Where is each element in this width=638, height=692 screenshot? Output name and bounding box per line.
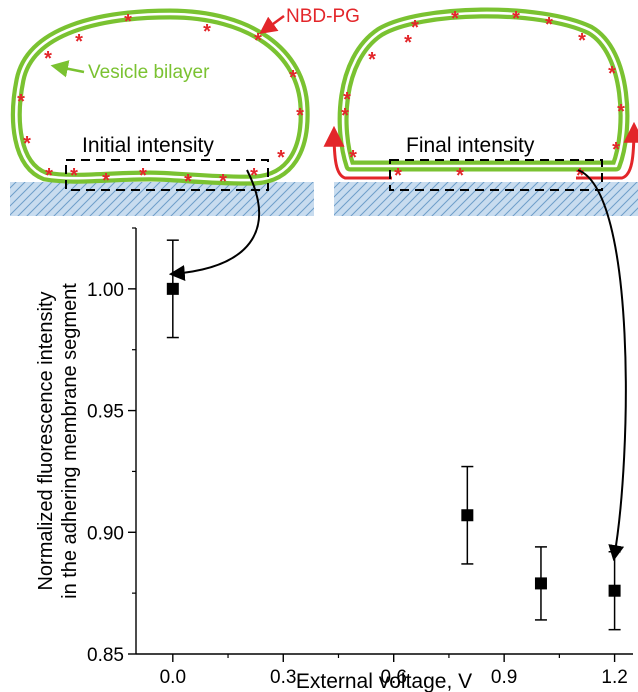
dye-asterisk-icon: * (343, 89, 351, 111)
substrate-right (334, 182, 638, 216)
dye-asterisk-icon: * (184, 171, 192, 193)
dye-asterisk-icon: * (349, 147, 357, 169)
dye-asterisk-icon: * (341, 105, 349, 127)
y-tick-label: 0.85 (87, 645, 124, 666)
data-points (166, 282, 621, 597)
dye-asterisk-icon: * (139, 165, 147, 187)
dye-label: NBD-PG (286, 6, 360, 27)
dye-markers-left: * * * * * * * * * * * * * * * * * (17, 11, 304, 193)
x-tick-label: 0.9 (491, 667, 517, 688)
bilayer-label: Vesicle bilayer (88, 62, 210, 83)
dye-asterisk-icon: * (254, 30, 262, 52)
dye-asterisk-icon: * (404, 32, 412, 54)
error-bars (166, 239, 621, 631)
dye-redistribution-arrow-left (323, 125, 392, 180)
x-tick-label: 0.0 (160, 667, 186, 688)
schematic-final: * * ************** Final intensity (323, 7, 638, 216)
dye-asterisk-icon: * (23, 133, 31, 155)
x-tick-label: 0.6 (380, 667, 406, 688)
final-arrow-icon (577, 169, 627, 562)
x-tick-label: 0.3 (270, 667, 296, 688)
dye-asterisk-icon: * (203, 21, 211, 43)
dye-asterisk-icon: * (17, 91, 25, 113)
chart: 0.85 0.90 0.95 1.00 0.0 0.3 0.6 0.9 1.2 Externa… (35, 169, 633, 692)
dye-asterisk-icon: * (289, 67, 297, 89)
dye-asterisk-icon: * (411, 17, 419, 39)
data-point (534, 577, 547, 590)
dye-asterisk-icon: * (612, 139, 620, 161)
dye-asterisk-icon: * (75, 31, 83, 53)
y-tick-label: 0.95 (87, 402, 124, 423)
dye-asterisk-icon: * (277, 147, 285, 169)
final-intensity-label: Final intensity (406, 134, 535, 157)
dye-asterisk-icon: * (70, 165, 78, 187)
dye-markers-right: * * ************** (341, 8, 625, 187)
x-ticks: 0.0 0.3 0.6 0.9 1.2 (160, 654, 628, 688)
dye-asterisk-icon: * (578, 30, 586, 52)
dye-redistribution-arrow-right (576, 121, 638, 180)
y-axis-label-line2: in the adhering membrane segment (59, 283, 81, 599)
dye-asterisk-icon: * (394, 165, 402, 187)
data-point (608, 584, 621, 597)
final-segment-box (389, 159, 603, 191)
data-point (166, 282, 179, 295)
data-point (461, 509, 474, 522)
dye-asterisk-icon: * (456, 165, 464, 187)
dye-asterisk-icon: * (102, 170, 110, 192)
dye-asterisk-icon: * (296, 105, 304, 127)
schematic-initial: * * *************** Initial intensity NBD-… (10, 6, 360, 216)
dye-asterisk-icon: * (44, 48, 52, 70)
dye-asterisk-icon: * (545, 14, 553, 36)
y-tick-label: 0.90 (87, 523, 124, 544)
dye-asterisk-icon: * (576, 165, 584, 187)
dye-asterisk-icon: * (608, 63, 616, 85)
dye-asterisk-icon: * (451, 8, 459, 30)
x-axis-label: External voltage, V (296, 670, 472, 692)
dye-asterisk-icon: * (45, 165, 53, 187)
y-axis-label-line1: Normalized fluorescence intensity (35, 291, 57, 590)
initial-intensity-label: Initial intensity (82, 134, 214, 157)
dye-asterisk-icon: * (250, 165, 258, 187)
dye-asterisk-icon: * (512, 8, 520, 30)
dye-asterisk-icon: * (368, 49, 376, 71)
dye-asterisk-icon: * (219, 171, 227, 193)
initial-arrow-icon (168, 169, 260, 281)
dye-asterisk-icon: * (124, 11, 132, 33)
bilayer-arrow-icon (50, 60, 85, 78)
y-ticks: 0.85 0.90 0.95 1.00 (87, 227, 136, 666)
x-tick-label: 1.2 (601, 667, 627, 688)
substrate-left (10, 182, 314, 216)
dye-arrow-icon (259, 14, 285, 35)
initial-segment-box (65, 159, 269, 191)
y-tick-label: 1.00 (87, 280, 124, 301)
dye-asterisk-icon: * (617, 101, 625, 123)
